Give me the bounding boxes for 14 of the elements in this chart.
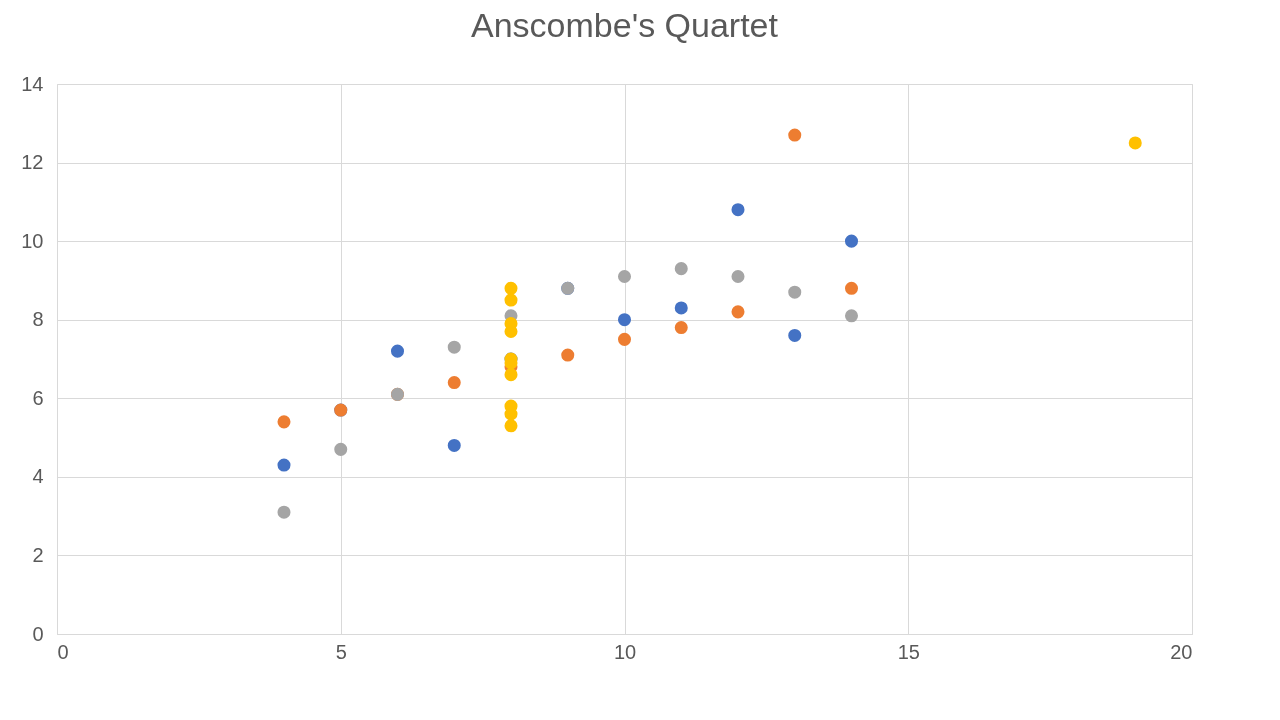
y-tick-label: 4 — [32, 465, 44, 488]
y-tick-label: 14 — [21, 72, 44, 95]
x-tick-label: 20 — [1170, 640, 1193, 663]
y-tick-label: 0 — [32, 622, 44, 645]
y-tick-label: 12 — [21, 151, 44, 174]
y-tick-label: 6 — [32, 386, 44, 409]
y-tick-label: 10 — [21, 229, 44, 252]
y-tick-label: 2 — [32, 543, 44, 566]
x-tick-label: 10 — [613, 640, 637, 663]
x-tick-label: 5 — [335, 640, 347, 663]
y-tick-label: 8 — [32, 308, 44, 331]
x-tick-label: 0 — [57, 640, 69, 663]
x-tick-label: 15 — [897, 640, 920, 663]
chart-title: Anscombe's Quartet — [471, 6, 779, 44]
